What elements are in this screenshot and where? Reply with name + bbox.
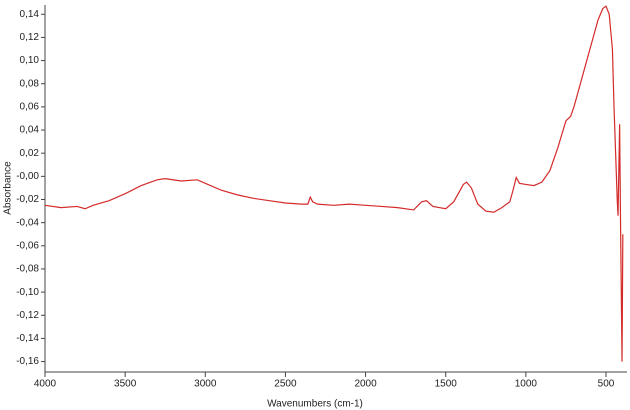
spectrum-line — [44, 5, 624, 362]
y-tick-label: -0,14 — [16, 333, 39, 344]
x-axis-label: Wavenumbers (cm-1) — [267, 399, 363, 410]
y-tick-label: 0,12 — [20, 32, 40, 43]
x-tick-label: 3500 — [114, 379, 137, 390]
x-tick-label: 3000 — [194, 379, 217, 390]
y-tick-label: 0,10 — [20, 55, 40, 66]
y-tick-label: 0,04 — [20, 125, 40, 136]
y-axis-label: Absorbance — [3, 161, 14, 215]
y-tick-label: -0,08 — [16, 264, 39, 275]
x-tick-label: 500 — [598, 379, 615, 390]
y-tick-label: -0,02 — [16, 194, 39, 205]
y-tick-label: 0,06 — [20, 102, 40, 113]
y-tick-label: -0,12 — [16, 310, 39, 321]
x-tick-label: 2500 — [274, 379, 297, 390]
y-tick-label: -0,04 — [16, 217, 39, 228]
y-tick-label: 0,14 — [20, 9, 40, 20]
x-tick-label: 4000 — [34, 379, 57, 390]
x-tick-label: 2000 — [354, 379, 377, 390]
y-tick-label: 0,08 — [20, 78, 40, 89]
y-tick-label: -0,10 — [16, 287, 39, 298]
x-tick-label: 1500 — [435, 379, 458, 390]
y-tick-label: 0,02 — [20, 148, 40, 159]
y-tick-label: -0,00 — [16, 171, 39, 182]
y-tick-label: -0,16 — [16, 356, 39, 367]
x-tick-label: 1000 — [515, 379, 538, 390]
y-tick-label: -0,06 — [16, 240, 39, 251]
